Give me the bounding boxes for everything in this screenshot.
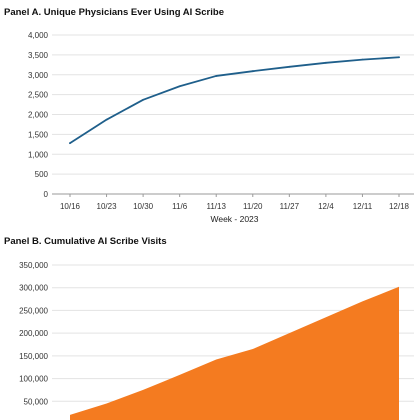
panel-b-area-series: [70, 286, 399, 420]
panel-b-y-tick-label: 250,000: [19, 306, 48, 315]
panel-a-y-tick-label: 2,500: [28, 91, 49, 100]
panel-a-y-tick-label: 500: [35, 170, 49, 179]
panel-a-data-point: [178, 85, 181, 88]
panel-a-x-tick-label: 10/30: [133, 202, 154, 211]
panel-b-y-tick-label: 350,000: [19, 261, 48, 270]
panel-a-data-point: [324, 61, 327, 64]
panel-a-data-point: [288, 65, 291, 68]
panel-b-y-tick-label: 200,000: [19, 329, 48, 338]
panel-a-x-tick-label: 10/16: [60, 202, 81, 211]
panel-b-y-tick-label: 100,000: [19, 375, 48, 384]
panel-b-y-tick-label: 150,000: [19, 352, 48, 361]
panel-a-data-point: [105, 118, 108, 121]
panel-a-data-point: [398, 56, 400, 59]
panel-a-x-tick-label: 12/4: [318, 202, 334, 211]
panel-b-y-tick-label: 50,000: [24, 397, 49, 406]
panel-a-x-tick-label: 11/6: [172, 202, 188, 211]
panel-a-data-point: [361, 58, 364, 61]
panel-b-title: Panel B. Cumulative AI Scribe Visits: [4, 236, 167, 247]
panel-a-x-tick-label: 11/27: [280, 202, 300, 211]
panel-a-title: Panel A. Unique Physicians Ever Using AI…: [4, 7, 224, 18]
panel-a-y-tick-label: 0: [44, 190, 49, 199]
panel-a-y-tick-label: 3,500: [28, 51, 49, 60]
panel-a-data-point: [69, 142, 71, 145]
panel-a-y-tick-label: 1,500: [28, 130, 49, 139]
panel-a-data-point: [215, 75, 218, 77]
panel-a-line-series: [69, 56, 400, 145]
panel-a-data-point: [142, 98, 145, 101]
panel-a-y-tick-label: 4,000: [28, 31, 49, 40]
panel-a-y-tick-label: 2,000: [28, 111, 49, 120]
panel-a-y-tick-label: 1,000: [28, 150, 49, 159]
panel-a-x-tick-label: 11/13: [207, 202, 227, 211]
panel-a-line-chart: 0 500 1,000 1,500 2,000 2,500 3,000 3,500 4,000 1…: [28, 31, 414, 224]
panel-b-y-tick-label: 300,000: [19, 284, 48, 293]
panel-a-y-tick-label: 3,000: [28, 71, 49, 80]
panel-a-x-tick-label: 12/11: [353, 202, 373, 211]
panel-a-x-tick-label: 11/20: [243, 202, 263, 211]
panel-a-x-axis-title: Week - 2023: [210, 214, 258, 224]
panel-a-data-point: [251, 70, 254, 73]
panel-a-x-tick-label: 10/23: [97, 202, 118, 211]
panel-a-x-tick-label: 12/18: [389, 202, 410, 211]
